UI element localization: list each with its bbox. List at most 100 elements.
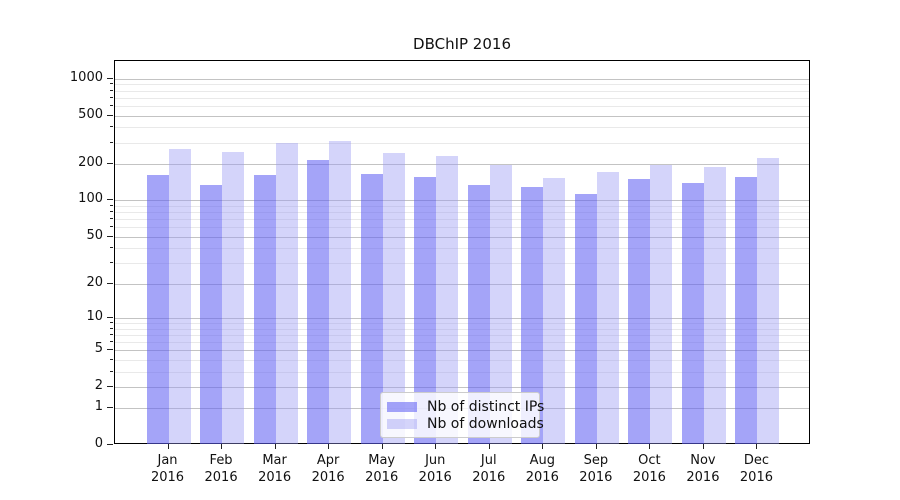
xtick-mark-jul xyxy=(488,444,490,449)
gridline-major-1000 xyxy=(115,78,809,80)
gridline-minor-4 xyxy=(115,359,809,361)
plot-area xyxy=(114,60,810,444)
ytick-mark-100 xyxy=(107,199,113,201)
ytick-minor-mark-8 xyxy=(110,327,113,329)
ytick-mark-500 xyxy=(107,114,113,116)
legend-item-distinct-ips: Nb of distinct IPs xyxy=(385,398,544,415)
legend-label-downloads: Nb of downloads xyxy=(427,415,544,432)
ytick-minor-mark-30 xyxy=(110,261,113,263)
ytick-label-200: 200 xyxy=(78,154,103,170)
legend-swatch-distinct-ips xyxy=(387,401,417,412)
xtick-mark-jan xyxy=(167,444,169,449)
ytick-label-500: 500 xyxy=(78,106,103,122)
gridline-major-50 xyxy=(115,236,809,238)
gridline-major-100 xyxy=(115,200,809,202)
gridline-minor-9 xyxy=(115,322,809,324)
xtick-mark-may xyxy=(381,444,383,449)
ytick-mark-0 xyxy=(107,444,113,445)
bar-nov-distinct-ips xyxy=(681,182,704,444)
bar-sep-downloads xyxy=(596,171,619,444)
ytick-label-5: 5 xyxy=(94,341,103,357)
gridline-minor-7 xyxy=(115,334,809,336)
gridline-minor-400 xyxy=(115,127,809,129)
ytick-minor-mark-70 xyxy=(110,218,113,220)
ytick-mark-2 xyxy=(107,385,113,387)
ytick-mark-1 xyxy=(107,407,113,409)
ytick-minor-mark-600 xyxy=(110,104,113,106)
xtick-label-dec: Dec 2016 xyxy=(739,453,773,485)
gridline-major-200 xyxy=(115,163,809,165)
bar-apr-downloads xyxy=(329,140,352,444)
ytick-label-1000: 1000 xyxy=(69,69,103,85)
xtick-label-may: May 2016 xyxy=(365,453,399,485)
ytick-minor-mark-40 xyxy=(110,247,113,249)
ytick-minor-mark-700 xyxy=(110,96,113,98)
bar-aug-downloads xyxy=(543,178,566,444)
gridline-minor-700 xyxy=(115,97,809,99)
legend-label-distinct-ips: Nb of distinct IPs xyxy=(427,398,545,415)
ytick-minor-mark-6 xyxy=(110,340,113,342)
ytick-label-2: 2 xyxy=(94,377,103,393)
ytick-label-1: 1 xyxy=(94,399,103,415)
legend-swatch-downloads xyxy=(387,418,417,429)
bar-jul-distinct-ips xyxy=(467,185,490,444)
gridline-major-10 xyxy=(115,317,809,319)
bar-jan-downloads xyxy=(168,149,191,444)
bar-jan-distinct-ips xyxy=(146,174,169,444)
bar-oct-downloads xyxy=(650,164,673,444)
ytick-minor-mark-90 xyxy=(110,204,113,206)
bar-feb-distinct-ips xyxy=(200,184,223,444)
xtick-label-aug: Aug 2016 xyxy=(525,453,559,485)
gridline-minor-800 xyxy=(115,90,809,92)
bar-feb-downloads xyxy=(222,152,245,444)
ytick-minor-mark-4 xyxy=(110,358,113,360)
bar-jun-distinct-ips xyxy=(414,176,437,444)
xtick-label-feb: Feb 2016 xyxy=(204,453,238,485)
gridline-minor-900 xyxy=(115,84,809,86)
gridline-minor-30 xyxy=(115,262,809,264)
ytick-label-50: 50 xyxy=(86,227,103,243)
gridline-major-20 xyxy=(115,283,809,285)
xtick-mark-jun xyxy=(435,444,437,449)
xtick-label-oct: Oct 2016 xyxy=(632,453,666,485)
gridline-major-5 xyxy=(115,350,809,352)
ytick-label-10: 10 xyxy=(86,308,103,324)
gridline-major-500 xyxy=(115,115,809,117)
xtick-mark-sep xyxy=(595,444,597,449)
ytick-minor-mark-3 xyxy=(110,370,113,372)
ytick-minor-mark-80 xyxy=(110,211,113,213)
gridline-minor-600 xyxy=(115,105,809,107)
xtick-mark-mar xyxy=(274,444,276,449)
xtick-label-jun: Jun 2016 xyxy=(418,453,452,485)
ytick-minor-mark-400 xyxy=(110,126,113,128)
gridline-minor-3 xyxy=(115,371,809,373)
bar-oct-distinct-ips xyxy=(628,179,651,444)
bar-sep-distinct-ips xyxy=(574,194,597,444)
gridline-minor-8 xyxy=(115,328,809,330)
bar-apr-distinct-ips xyxy=(307,160,330,444)
xtick-label-sep: Sep 2016 xyxy=(579,453,613,485)
bar-nov-downloads xyxy=(703,167,726,444)
ytick-minor-mark-800 xyxy=(110,89,113,91)
xtick-label-jan: Jan 2016 xyxy=(150,453,185,485)
legend: Nb of distinct IPs Nb of downloads xyxy=(380,392,544,438)
gridline-minor-300 xyxy=(115,142,809,144)
ytick-mark-10 xyxy=(107,316,113,318)
ytick-mark-1000 xyxy=(107,77,113,79)
bar-dec-distinct-ips xyxy=(735,177,758,444)
bar-aug-distinct-ips xyxy=(521,187,544,444)
ytick-label-100: 100 xyxy=(78,191,103,207)
bar-jul-downloads xyxy=(489,164,512,444)
bar-mar-downloads xyxy=(275,142,298,444)
bar-may-downloads xyxy=(382,153,405,444)
gridline-minor-80 xyxy=(115,212,809,214)
xtick-label-jul: Jul 2016 xyxy=(472,453,506,485)
ytick-mark-20 xyxy=(107,282,113,284)
xtick-label-nov: Nov 2016 xyxy=(686,453,720,485)
gridline-major-2 xyxy=(115,386,809,388)
ytick-minor-mark-300 xyxy=(110,141,113,143)
ytick-label-20: 20 xyxy=(86,274,103,290)
legend-item-downloads: Nb of downloads xyxy=(385,415,544,432)
gridline-minor-60 xyxy=(115,227,809,229)
